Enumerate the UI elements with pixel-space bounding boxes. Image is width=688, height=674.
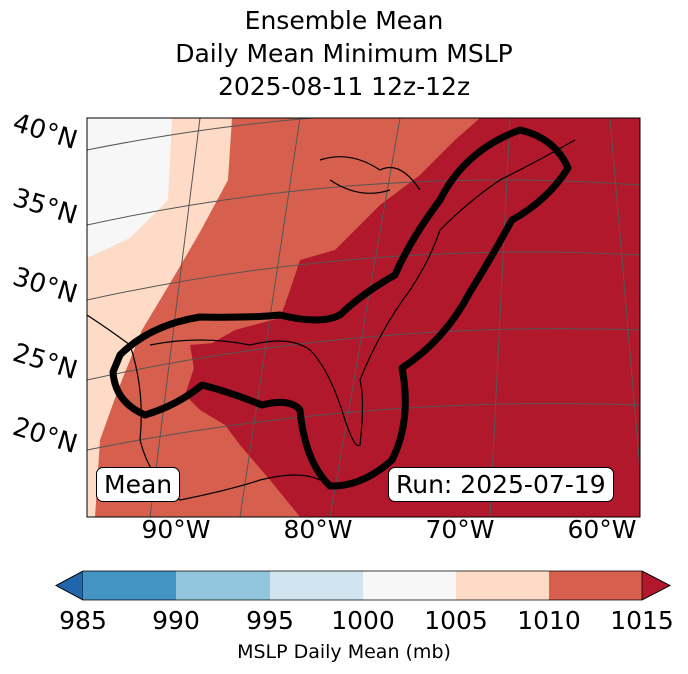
- colorbar-tick-1015: 1015: [610, 606, 674, 635]
- colorbar-tick-1010: 1010: [517, 606, 581, 635]
- lon-label-70w: 70°W: [425, 515, 495, 544]
- colorbar-tick-1005: 1005: [424, 606, 488, 635]
- lon-label-80w: 80°W: [283, 515, 353, 544]
- mslp-1000-1005-region: [87, 118, 172, 258]
- colorbar-tick-995: 995: [246, 606, 294, 635]
- run-date-box: Run: 2025-07-19: [388, 467, 614, 502]
- colorbar-label: MSLP Daily Mean (mb): [237, 641, 451, 663]
- title-line-1: Ensemble Mean: [244, 6, 444, 35]
- colorbar-bin-1010-1015: [549, 571, 642, 600]
- lon-label-90w: 90°W: [141, 515, 211, 544]
- colorbar: [55, 570, 671, 601]
- colorbar-extend-low: [55, 570, 84, 601]
- colorbar-tick-1000: 1000: [331, 606, 395, 635]
- colorbar-tick-985: 985: [59, 606, 107, 635]
- colorbar-bin-995-1000: [270, 571, 363, 600]
- colorbar-bin-1005-1010: [456, 571, 549, 600]
- ensemble-contour: [109, 126, 572, 490]
- mean-label-box: Mean: [96, 467, 181, 502]
- map-frame: [86, 117, 641, 518]
- colorbar-extend-high: [641, 570, 671, 601]
- title-line-2: Daily Mean Minimum MSLP: [175, 39, 513, 68]
- colorbar-bin-985-990: [83, 571, 176, 600]
- title-line-3: 2025-08-11 12z-12z: [217, 72, 471, 101]
- colorbar-bin-1000-1005: [363, 571, 456, 600]
- colorbar-tick-990: 990: [152, 606, 200, 635]
- colorbar-bin-990-995: [176, 571, 270, 600]
- lon-label-60w: 60°W: [567, 515, 637, 544]
